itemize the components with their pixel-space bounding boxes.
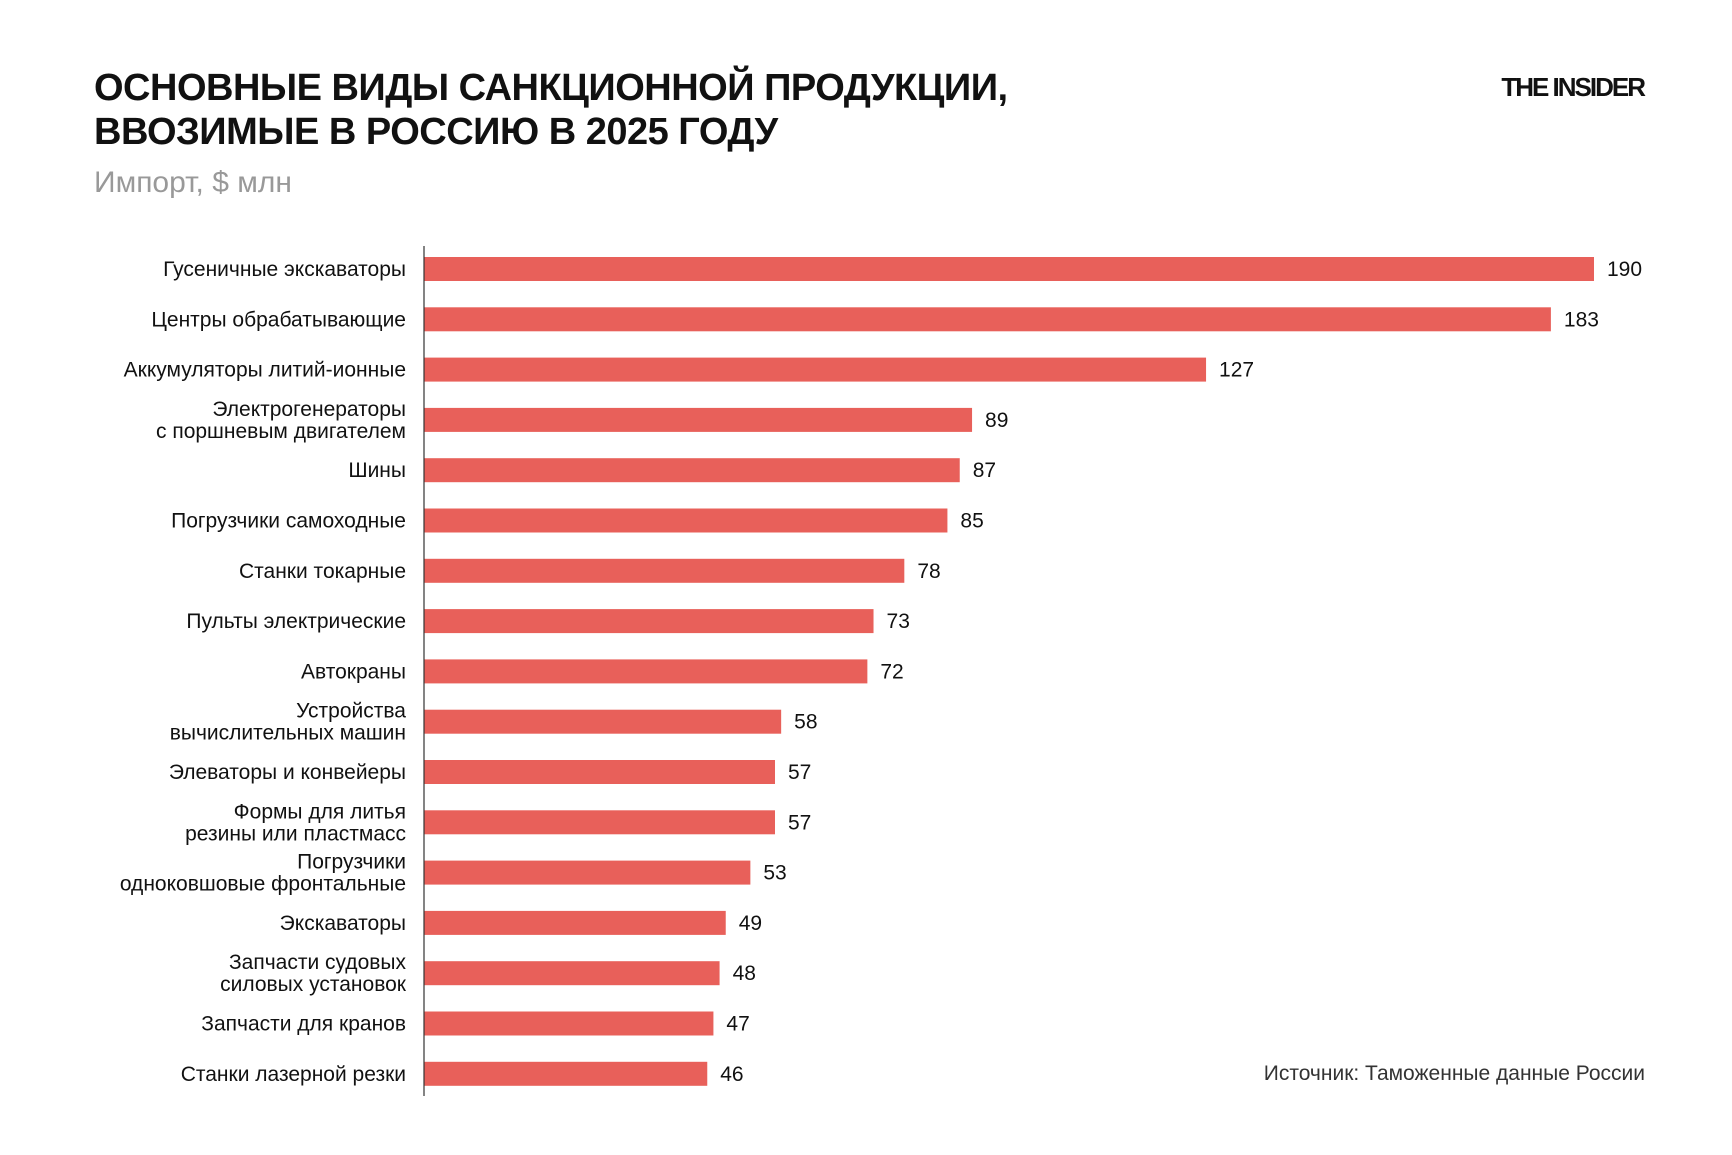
category-label: Элеваторы и конвейеры <box>169 761 406 784</box>
data-label: 57 <box>788 761 811 784</box>
category-label: одноковшовые фронтальные <box>120 873 406 896</box>
category-label: резины или пластмасс <box>185 822 406 845</box>
source-note: Источник: Таможенные данные России <box>1263 1062 1645 1085</box>
bar <box>424 558 905 583</box>
bar <box>424 1011 714 1036</box>
data-label: 72 <box>880 660 903 683</box>
category-label: Автокраны <box>301 660 406 683</box>
chart-subtitle: Импорт, $ млн <box>94 166 292 199</box>
data-label: 57 <box>788 811 811 834</box>
bar <box>424 910 726 935</box>
category-label: Экскаваторы <box>280 912 406 935</box>
category-label: Погрузчики самоходные <box>171 510 406 533</box>
data-label: 89 <box>985 409 1008 432</box>
category-label: Запчасти для кранов <box>201 1013 406 1036</box>
title-line-2: ВВОЗИМЫЕ В РОССИЮ В 2025 ГОДУ <box>94 111 778 153</box>
data-label: 53 <box>763 862 786 885</box>
data-label: 47 <box>726 1013 749 1036</box>
bar <box>424 709 782 734</box>
data-label: 87 <box>973 459 996 482</box>
category-label: Запчасти судовых <box>229 951 407 974</box>
bar <box>424 357 1207 382</box>
data-label: 190 <box>1607 258 1642 281</box>
category-label: Пульты электрические <box>186 610 406 633</box>
bar <box>424 609 874 634</box>
bar <box>424 508 948 533</box>
bar <box>424 810 775 835</box>
data-label: 78 <box>917 560 940 583</box>
data-label: 73 <box>887 610 910 633</box>
bar <box>424 307 1551 332</box>
bar <box>424 257 1594 281</box>
category-label: Погрузчики <box>297 851 406 874</box>
category-label: Гусеничные экскаваторы <box>163 258 406 281</box>
data-label: 58 <box>794 711 817 734</box>
category-label: Станки токарные <box>239 560 406 583</box>
data-label: 183 <box>1564 308 1599 331</box>
bar <box>424 860 751 885</box>
category-label: Станки лазерной резки <box>181 1063 406 1086</box>
data-label: 85 <box>960 510 983 533</box>
bar <box>424 407 973 432</box>
category-label: Аккумуляторы литий-ионные <box>124 359 406 382</box>
bar <box>424 659 868 684</box>
bar <box>424 458 960 483</box>
category-label: Центры обрабатывающие <box>151 308 406 331</box>
category-label: с поршневым двигателем <box>156 420 406 443</box>
category-label: Электрогенераторы <box>212 398 406 421</box>
category-label: силовых установок <box>220 973 407 996</box>
bar <box>424 1061 708 1086</box>
data-label: 49 <box>739 912 762 935</box>
category-label: Устройства <box>296 700 406 723</box>
bar <box>424 760 775 784</box>
chart-title: ОСНОВНЫЕ ВИДЫ САНКЦИОННОЙ ПРОДУКЦИИ, ВВО… <box>94 66 1008 154</box>
category-label: вычислительных машин <box>170 722 406 745</box>
data-label: 46 <box>720 1063 743 1086</box>
category-label: Шины <box>348 459 406 482</box>
data-label: 48 <box>733 962 756 985</box>
bar <box>424 961 720 986</box>
category-label: Формы для литья <box>234 800 406 823</box>
the-insider-logo: THE INSIDER <box>1501 72 1646 102</box>
title-line-1: ОСНОВНЫЕ ВИДЫ САНКЦИОННОЙ ПРОДУКЦИИ, <box>94 67 1008 109</box>
data-label: 127 <box>1219 359 1254 382</box>
